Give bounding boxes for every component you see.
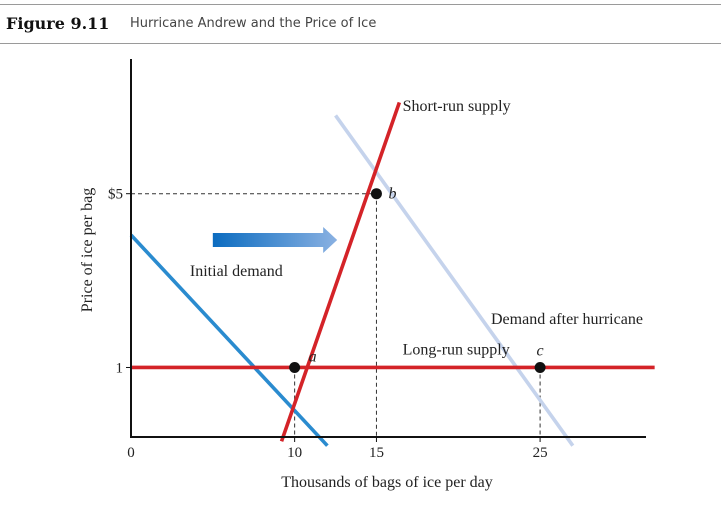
series-line-demand-after-hurricane — [334, 114, 575, 447]
equilibrium-points — [289, 188, 546, 373]
figure-title: Hurricane Andrew and the Price of Ice — [130, 16, 377, 31]
figure-header: Figure 9.11 Hurricane Andrew and the Pri… — [0, 0, 721, 46]
point-label-a: a — [309, 348, 317, 365]
x-tick-label-15: 15 — [369, 445, 384, 461]
point-c — [534, 361, 546, 373]
axes: 0 10 15 25 1 $5 Thousands of bags of ice per d… — [79, 59, 646, 491]
curves — [129, 101, 655, 447]
series-line-initial-demand — [129, 233, 329, 447]
annotation-demand-after-hurricane: Demand after hurricane — [491, 311, 643, 328]
y-axis-title: Price of ice per bag — [79, 188, 96, 312]
point-label-b: b — [388, 186, 396, 203]
chart-labels: a b c Initial demand Demand after hurricane S… — [190, 98, 643, 365]
figure-number: Figure 9.11 — [6, 14, 110, 33]
point-label-c: c — [537, 342, 544, 359]
header-bottom-rule — [0, 43, 721, 44]
annotation-short-run-supply: Short-run supply — [403, 98, 511, 115]
header-top-rule — [0, 4, 721, 5]
annotation-long-run-supply: Long-run supply — [403, 341, 510, 358]
x-tick-label-10: 10 — [287, 445, 302, 461]
annotation-initial-demand: Initial demand — [190, 263, 283, 280]
x-tick-label-25: 25 — [533, 445, 548, 461]
y-tick-label-1: 1 — [116, 360, 124, 376]
x-axis-title: Thousands of bags of ice per day — [281, 474, 493, 491]
point-a — [289, 361, 301, 373]
guide-lines — [131, 193, 541, 437]
point-b — [370, 188, 382, 200]
y-tick-label-5: $5 — [108, 187, 123, 203]
demand-shift-arrow — [212, 226, 338, 253]
series-line-short-run-supply — [279, 101, 402, 442]
x-tick-label-0: 0 — [127, 445, 135, 461]
